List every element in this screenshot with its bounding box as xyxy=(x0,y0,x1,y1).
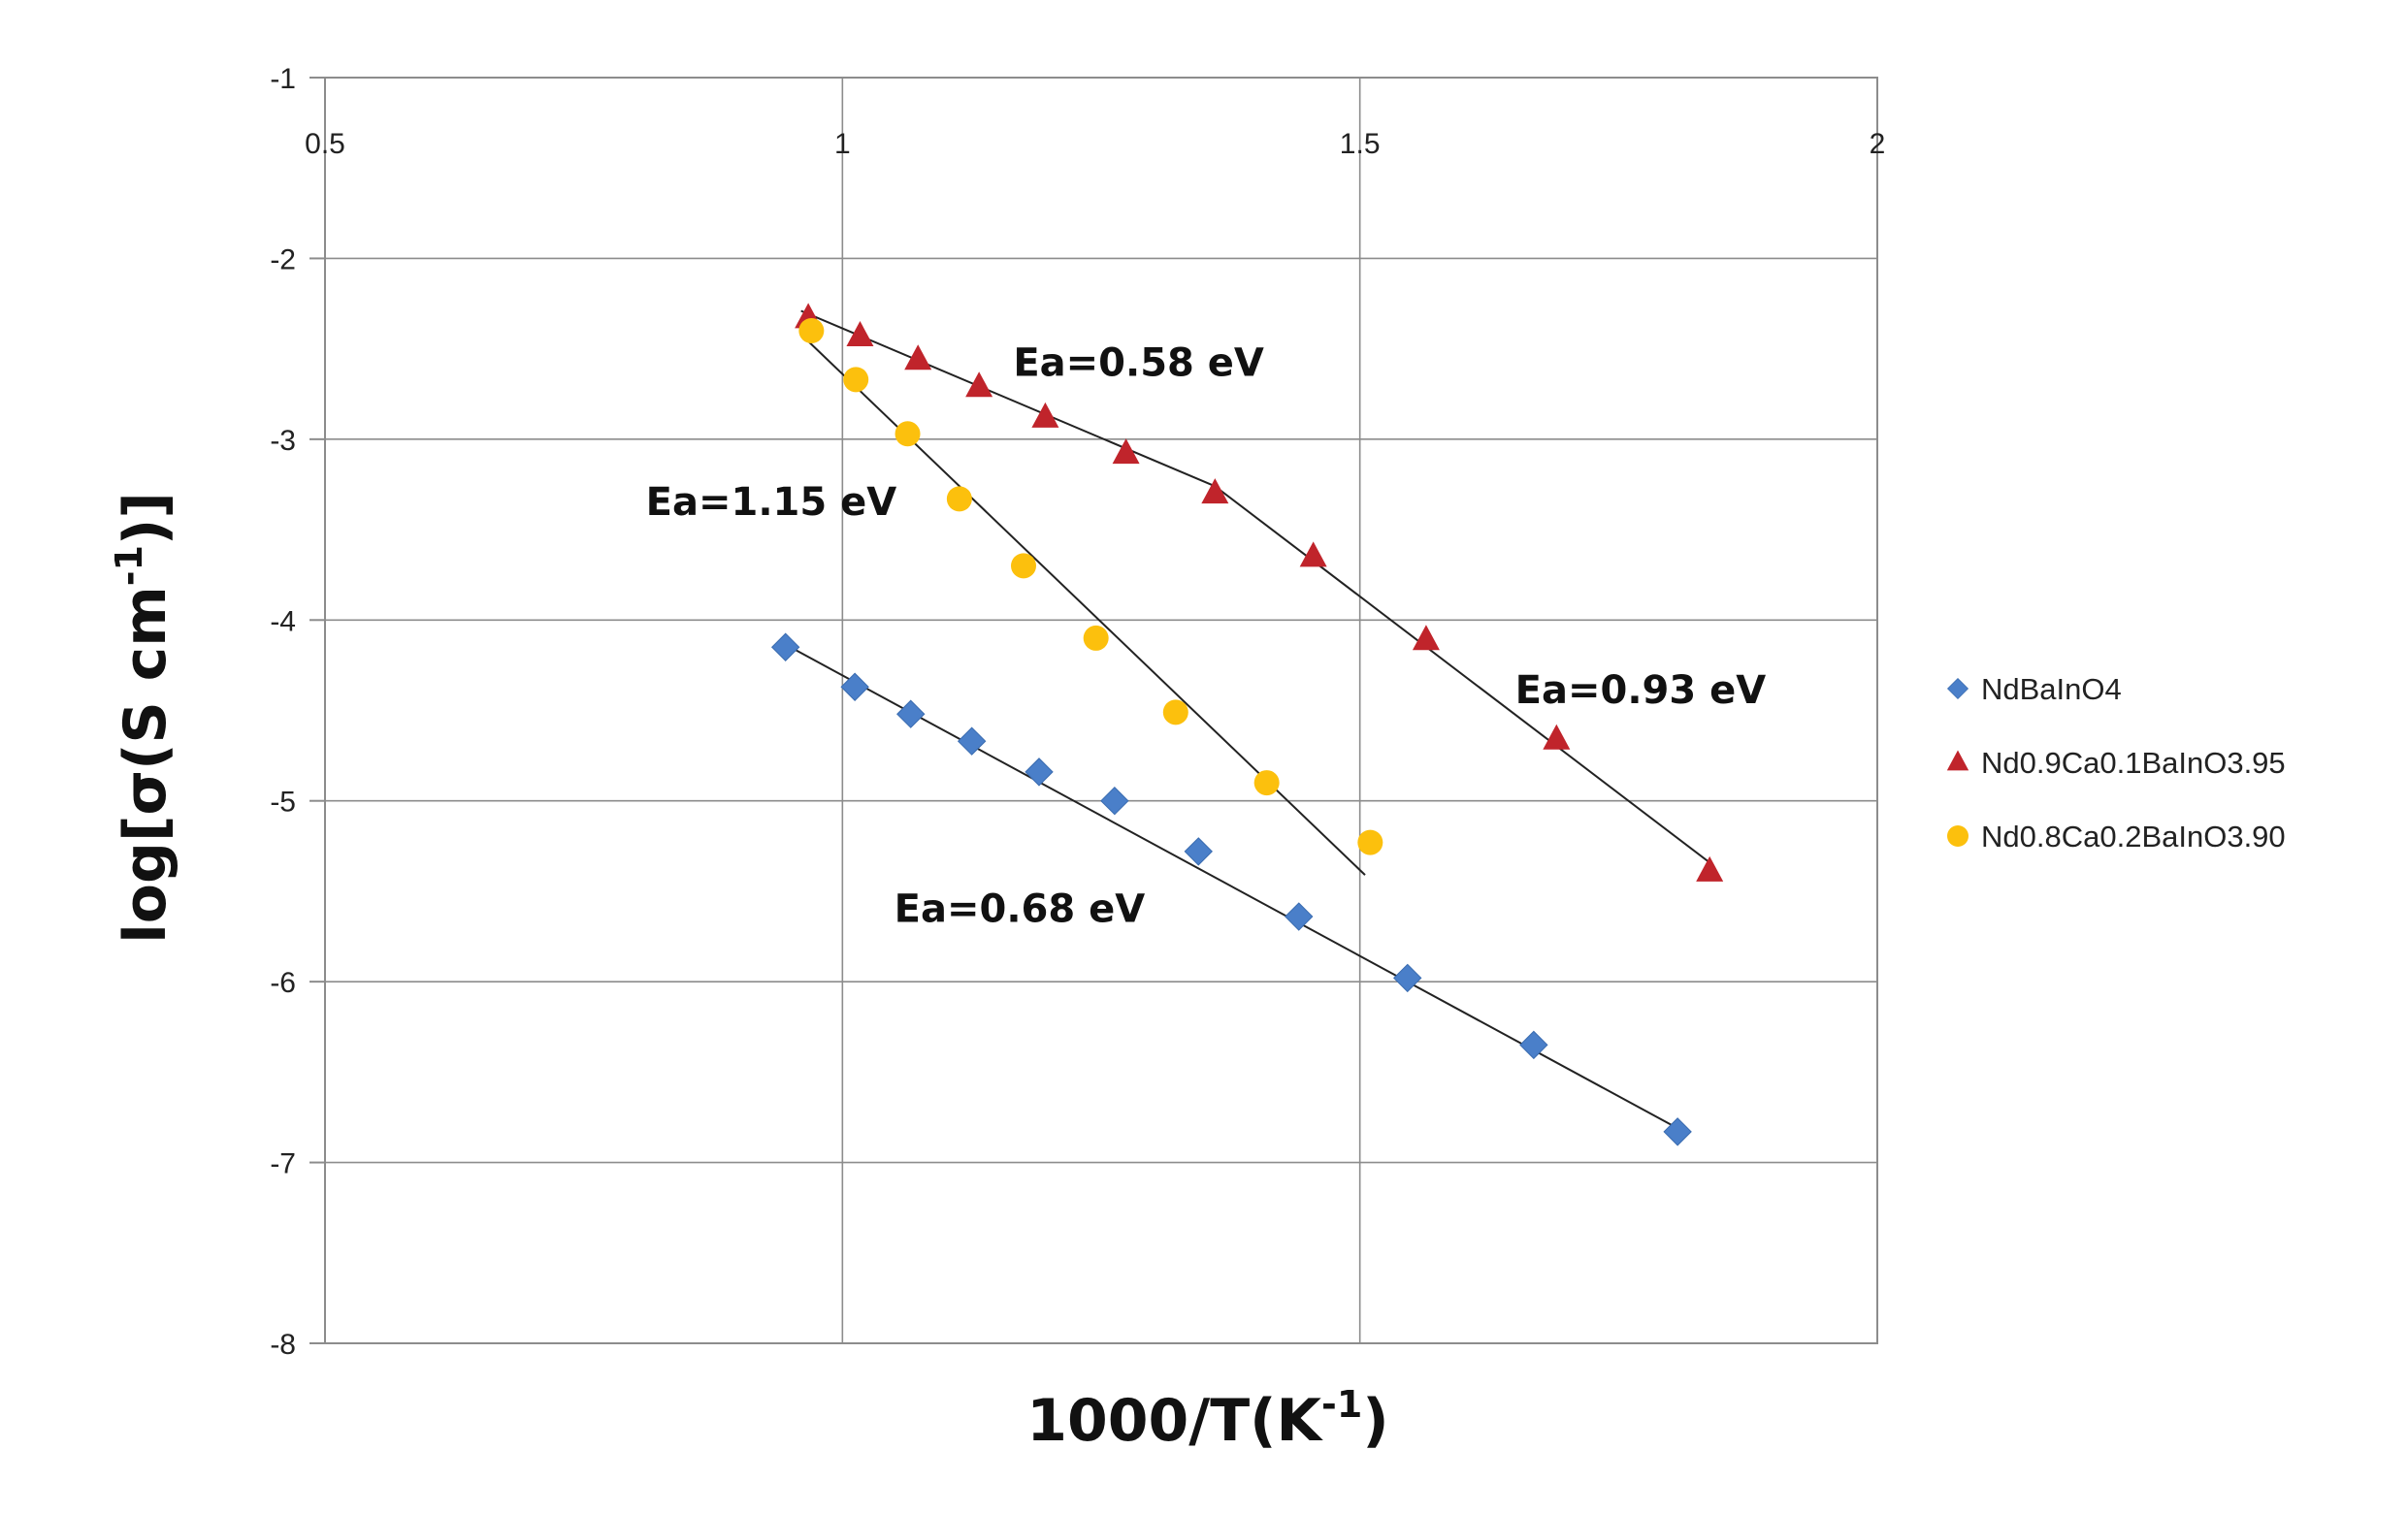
data-point xyxy=(1412,625,1440,651)
data-point xyxy=(798,318,825,343)
series-circle xyxy=(798,318,1383,855)
series-triangle xyxy=(795,303,1724,882)
legend-entry: Nd0.9Ca0.1BaInO3.95 xyxy=(1946,746,2286,780)
y-tick-label: -8 xyxy=(270,1329,296,1361)
legend-marker xyxy=(1946,750,1969,771)
data-point xyxy=(1100,787,1129,816)
annotation-label: Ea=0.93 eV xyxy=(1515,668,1767,713)
fit-line xyxy=(1214,485,1712,865)
x-tick-labels: 0.5 1 1.5 2 xyxy=(305,128,1885,160)
data-points xyxy=(770,303,1724,1146)
series-diamond xyxy=(770,632,1692,1146)
legend-marker xyxy=(1947,825,1969,847)
legend: NdBaInO4 Nd0.9Ca0.1BaInO3.95 Nd0.8Ca0.2BaI… xyxy=(1946,672,2286,854)
x-axis-label-main: 1000/T(K xyxy=(1026,1387,1323,1455)
data-point xyxy=(946,486,972,512)
legend-marker xyxy=(1946,677,1969,700)
x-tick-label: 2 xyxy=(1870,128,1886,160)
data-point xyxy=(965,371,993,398)
legend-entry: NdBaInO4 xyxy=(1946,672,2122,706)
data-point xyxy=(1083,625,1109,651)
data-point xyxy=(840,672,869,701)
y-tick-label: -6 xyxy=(270,967,296,999)
data-point xyxy=(1162,699,1188,725)
y-tick-label: -5 xyxy=(270,787,296,819)
data-point xyxy=(1011,553,1036,579)
data-point xyxy=(904,344,932,370)
data-point xyxy=(957,726,987,756)
annotations: Ea=0.58 eV Ea=1.15 eV Ea=0.93 eV Ea=0.68 eV xyxy=(646,341,1767,932)
data-point xyxy=(1184,837,1213,866)
y-tick-label: -7 xyxy=(270,1148,296,1180)
data-point xyxy=(896,699,926,728)
data-point xyxy=(1112,438,1140,465)
data-point xyxy=(1543,724,1571,750)
plot-area-frame xyxy=(324,77,1878,1344)
y-tick-label: -3 xyxy=(270,425,296,457)
annotation-label: Ea=1.15 eV xyxy=(646,480,897,525)
data-point xyxy=(1031,402,1059,428)
annotation-label: Ea=0.58 eV xyxy=(1013,341,1264,386)
data-point xyxy=(1519,1030,1548,1060)
annotation-label: Ea=0.68 eV xyxy=(895,887,1146,932)
x-axis-label-tail: ) xyxy=(1362,1387,1388,1455)
data-point xyxy=(895,421,921,447)
legend-entry: Nd0.8Ca0.2BaInO3.90 xyxy=(1947,820,2286,854)
data-point xyxy=(846,320,874,346)
y-tick-label: -4 xyxy=(270,605,296,637)
data-point xyxy=(1201,478,1229,504)
x-axis-label: 1000/T(K-1) xyxy=(1026,1383,1388,1455)
y-axis-label: log[σ(S cm-1)] xyxy=(108,492,179,944)
data-point xyxy=(1393,963,1422,993)
y-tick-labels: -1 -2 -3 -4 -5 -6 -7 -8 xyxy=(270,63,296,1361)
y-axis-label-main: log[σ(S cm xyxy=(112,586,179,944)
legend-label: Nd0.8Ca0.2BaInO3.90 xyxy=(1981,820,2286,854)
y-tick-label: -1 xyxy=(270,63,296,95)
data-point xyxy=(1696,855,1724,882)
data-point xyxy=(1285,902,1314,931)
data-point xyxy=(1253,770,1280,796)
data-point xyxy=(1299,541,1327,567)
y-tick-label: -2 xyxy=(270,243,296,275)
data-point xyxy=(1663,1117,1692,1146)
data-point xyxy=(1025,757,1054,787)
data-point xyxy=(843,367,869,393)
y-axis-label-sup: -1 xyxy=(108,545,150,586)
x-tick-label: 0.5 xyxy=(305,128,345,160)
x-tick-label: 1.5 xyxy=(1340,128,1381,160)
data-point xyxy=(770,632,800,661)
data-point xyxy=(1357,829,1383,855)
legend-label: Nd0.9Ca0.1BaInO3.95 xyxy=(1981,746,2286,780)
x-tick-label: 1 xyxy=(834,128,851,160)
y-axis-label-tail: )] xyxy=(112,492,179,545)
x-axis-label-sup: -1 xyxy=(1321,1383,1362,1426)
legend-label: NdBaInO4 xyxy=(1981,672,2122,706)
fit-line xyxy=(799,334,1366,876)
